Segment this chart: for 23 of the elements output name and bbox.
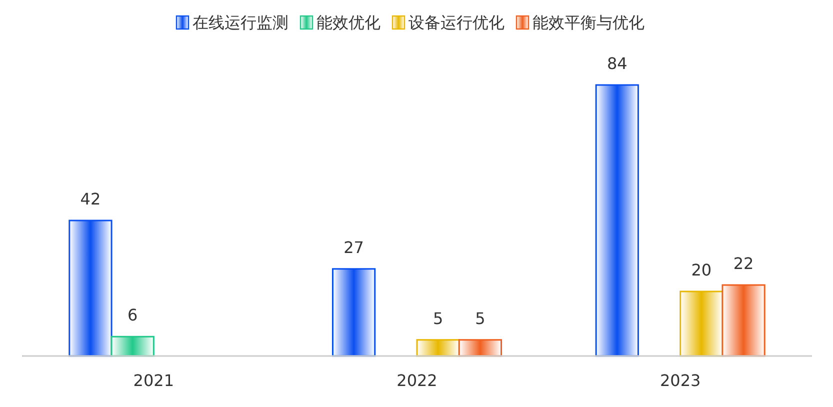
legend-label: 能效平衡与优化 <box>532 13 644 32</box>
legend-label: 设备运行优化 <box>408 13 504 32</box>
data-label: 22 <box>733 254 754 274</box>
x-tick-label: 2023 <box>660 371 701 390</box>
data-label: 5 <box>475 308 486 328</box>
bar <box>680 290 724 357</box>
bar <box>722 284 766 357</box>
data-label: 6 <box>128 306 138 325</box>
bar <box>110 336 154 357</box>
bar <box>458 339 502 357</box>
bar <box>416 339 460 357</box>
data-label: 84 <box>606 54 628 73</box>
x-tick-label: 2021 <box>133 371 174 390</box>
x-tick-label: 2022 <box>396 371 438 390</box>
legend-label: 能效优化 <box>316 13 380 32</box>
data-label: 42 <box>80 190 101 208</box>
legend-label: 在线运行监测 <box>192 13 288 32</box>
bar <box>68 220 112 357</box>
bar <box>332 268 376 357</box>
data-label: 27 <box>344 238 364 257</box>
bar <box>595 84 639 357</box>
data-label: 20 <box>691 260 712 280</box>
data-label: 5 <box>432 308 444 328</box>
